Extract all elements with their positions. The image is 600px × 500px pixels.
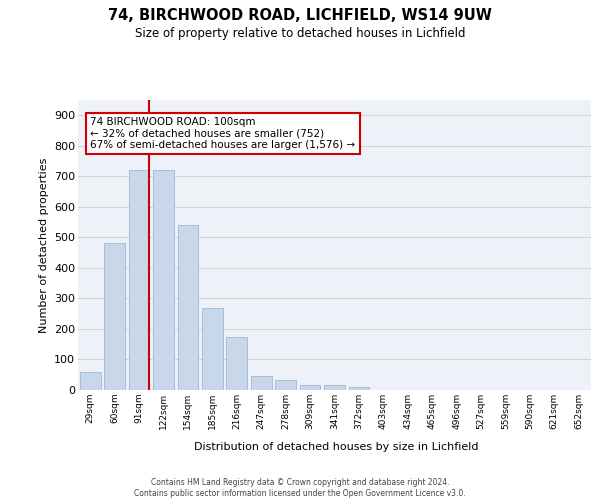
- Bar: [153, 170, 174, 390]
- Bar: [299, 386, 320, 390]
- Text: Size of property relative to detached houses in Lichfield: Size of property relative to detached ho…: [135, 28, 465, 40]
- Bar: [104, 244, 125, 390]
- Y-axis label: Number of detached properties: Number of detached properties: [38, 158, 49, 332]
- Text: Distribution of detached houses by size in Lichfield: Distribution of detached houses by size …: [194, 442, 478, 452]
- Bar: [80, 372, 101, 390]
- Bar: [128, 170, 149, 390]
- Text: 74 BIRCHWOOD ROAD: 100sqm
← 32% of detached houses are smaller (752)
67% of semi: 74 BIRCHWOOD ROAD: 100sqm ← 32% of detac…: [91, 117, 356, 150]
- Bar: [349, 387, 370, 390]
- Text: Contains HM Land Registry data © Crown copyright and database right 2024.
Contai: Contains HM Land Registry data © Crown c…: [134, 478, 466, 498]
- Bar: [226, 338, 247, 390]
- Bar: [178, 225, 199, 390]
- Bar: [251, 376, 272, 390]
- Bar: [202, 308, 223, 390]
- Bar: [324, 386, 345, 390]
- Bar: [275, 380, 296, 390]
- Text: 74, BIRCHWOOD ROAD, LICHFIELD, WS14 9UW: 74, BIRCHWOOD ROAD, LICHFIELD, WS14 9UW: [108, 8, 492, 22]
